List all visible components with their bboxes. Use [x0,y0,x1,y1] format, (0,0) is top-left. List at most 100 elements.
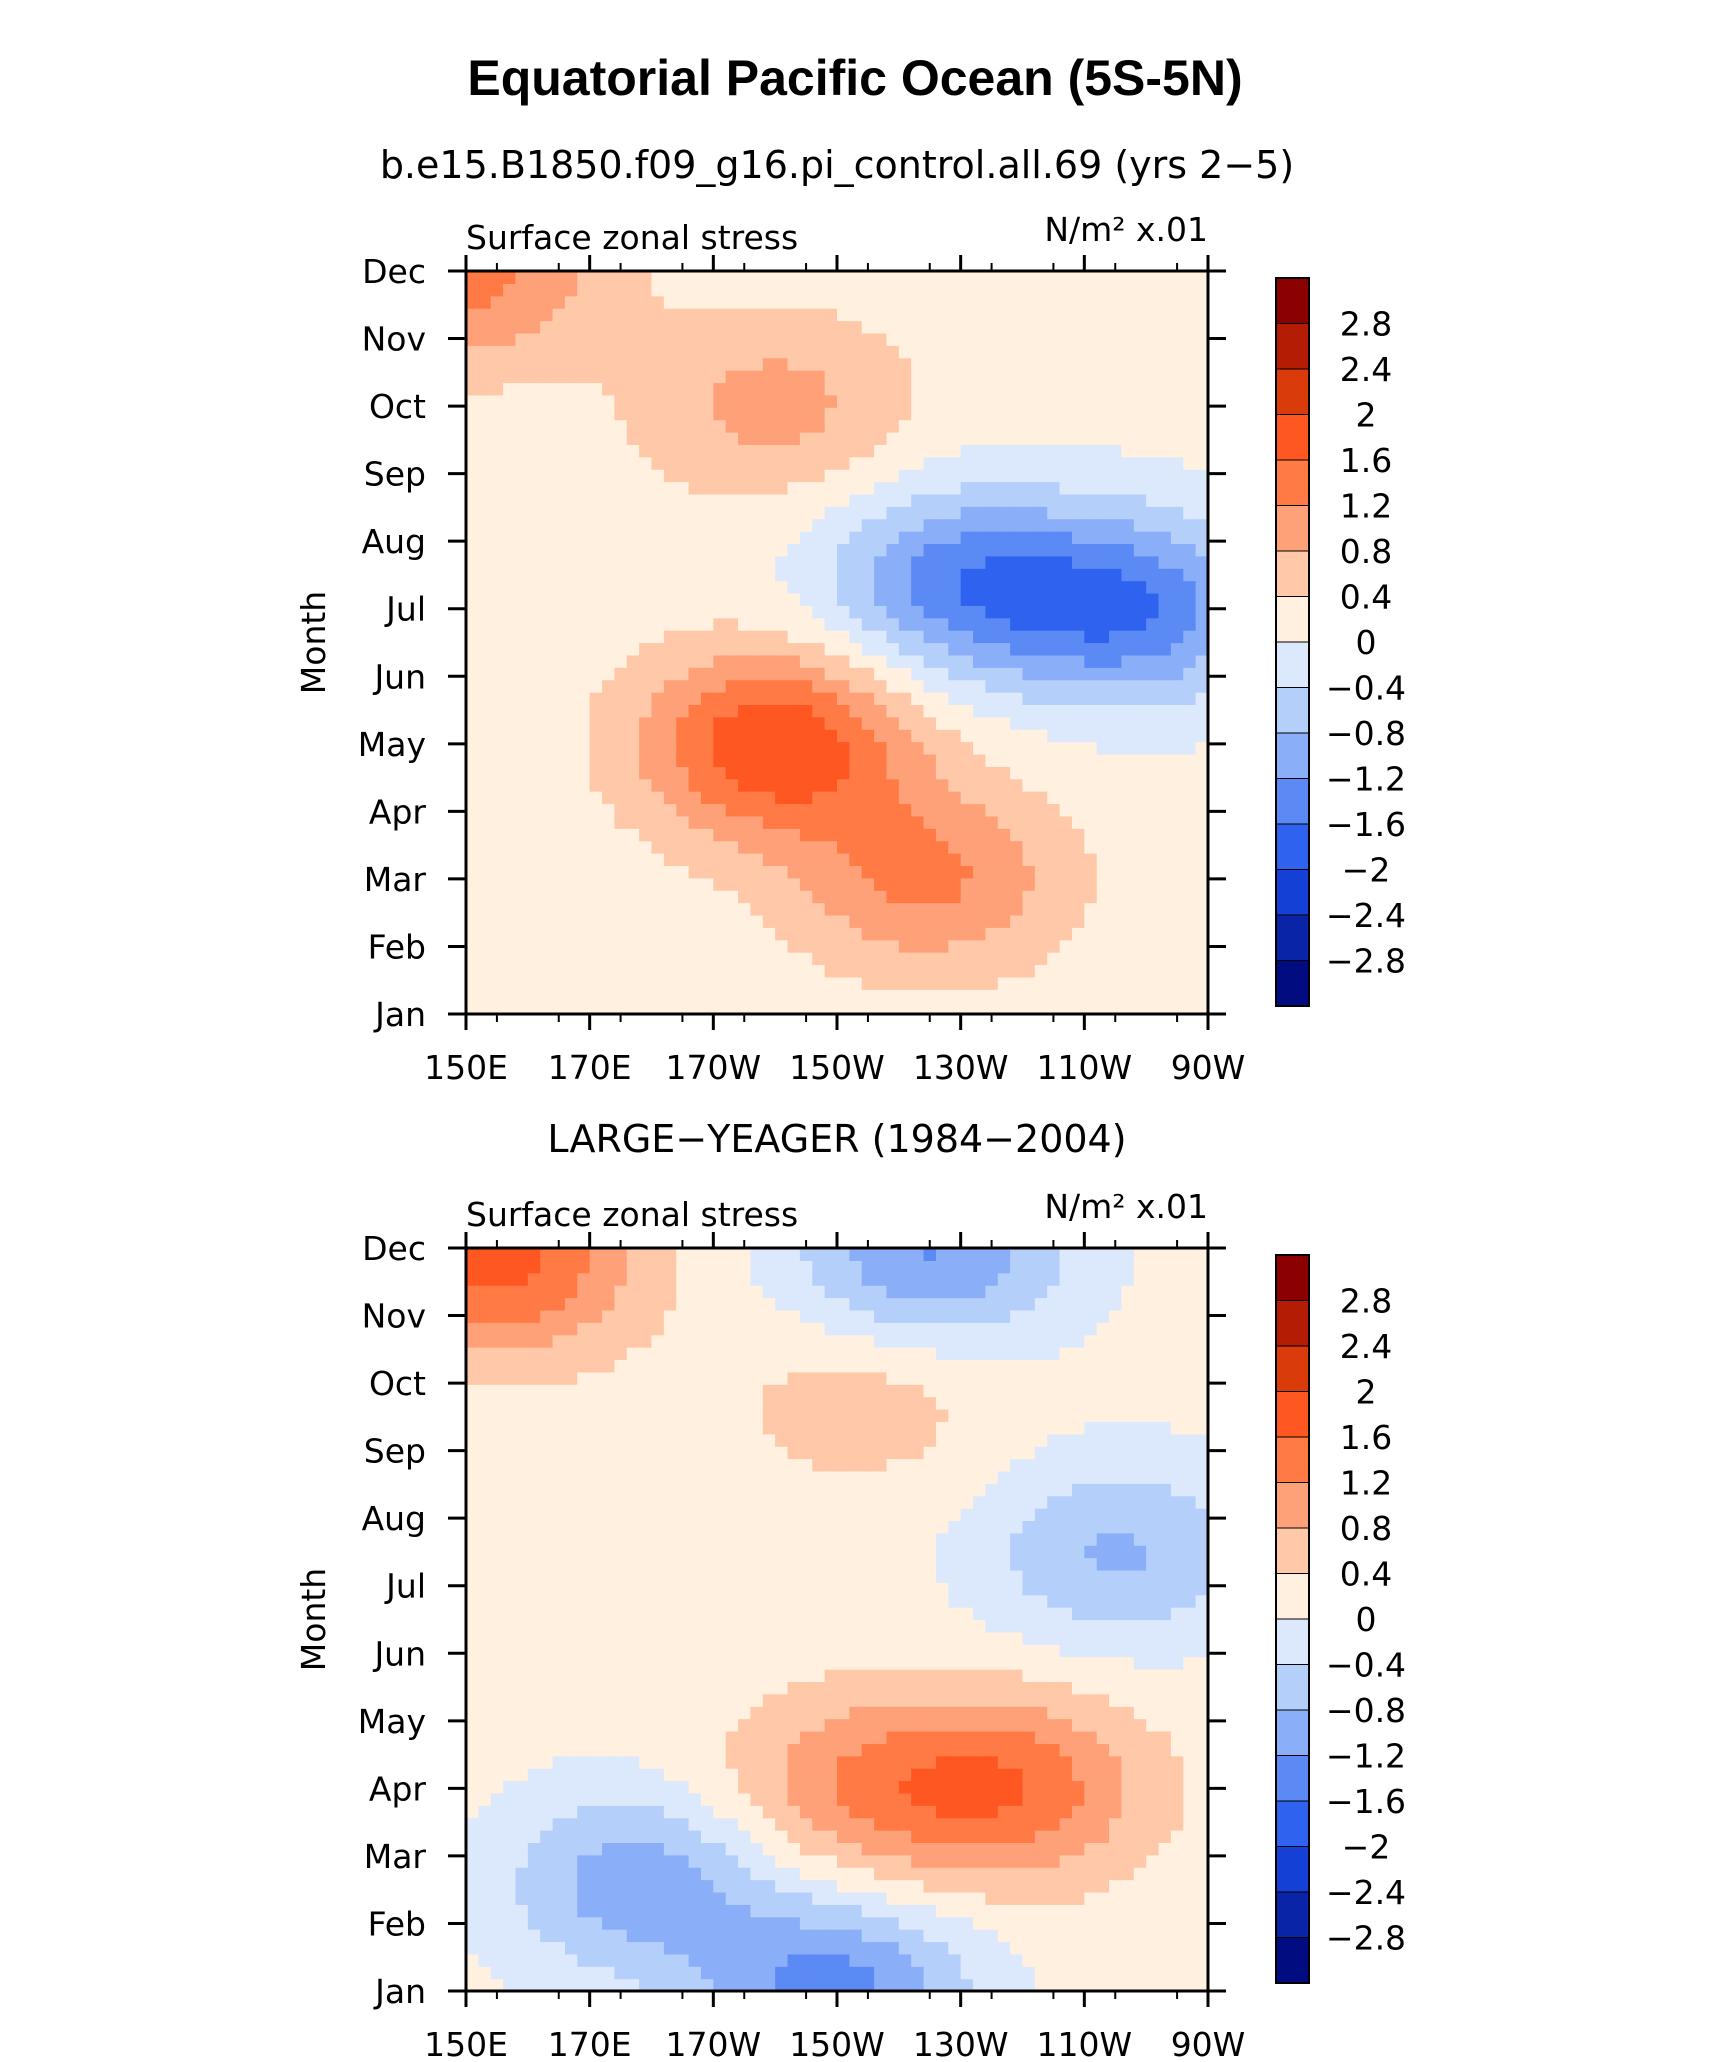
heatmap-cell [725,815,739,829]
heatmap-cell [700,1718,714,1732]
heatmap-cell [626,890,640,904]
heatmap-cell [762,493,776,507]
heatmap-cell [738,580,752,594]
heatmap-cell [1047,778,1061,792]
heatmap-cell [589,1582,603,1596]
heatmap-cell [626,1966,640,1980]
heatmap-cell [874,914,888,928]
heatmap-cell [589,543,603,557]
heatmap-cell [799,902,813,916]
heatmap-cell [1010,927,1024,941]
heatmap-cell [540,1470,554,1484]
heatmap-cell [478,791,492,805]
heatmap-cell [898,667,912,681]
heatmap-cell [478,283,492,297]
heatmap-cell [663,1371,677,1385]
heatmap-cell [466,1458,479,1472]
heatmap-cell [948,543,962,557]
heatmap-cell [824,753,838,767]
heatmap-cell [639,1347,653,1361]
heatmap-cell [626,753,640,767]
heatmap-cell [564,1347,578,1361]
heatmap-cell [540,295,554,309]
heatmap-cell [688,654,702,668]
heatmap-cell [527,1904,541,1918]
heatmap-cell [688,1842,702,1856]
heatmap-cell [602,1718,615,1732]
heatmap-cell [1170,419,1184,433]
heatmap-cell [812,357,826,371]
heatmap-cell [503,543,517,557]
heatmap-cell [1071,667,1085,681]
heatmap-cell [651,1371,665,1385]
heatmap-cell [478,989,492,1003]
heatmap-cell [527,1433,541,1447]
heatmap-cell [775,729,789,743]
heatmap-cell [997,444,1011,458]
heatmap-cell [985,332,999,346]
heatmap-cell [688,716,702,730]
heatmap-cell [787,308,801,322]
heatmap-cell [466,1285,479,1299]
heatmap-cell [973,890,986,904]
heatmap-cell [478,518,492,532]
heatmap-cell [527,1532,541,1546]
heatmap-cell [1010,716,1024,730]
heatmap-cell [626,902,640,916]
heatmap-cell [478,1594,492,1608]
heatmap-cell [1096,605,1110,619]
heatmap-cell [676,1384,690,1398]
heatmap-cell [626,1285,640,1299]
heatmap-cell [527,1347,541,1361]
heatmap-cell [874,729,888,743]
heatmap-cell [1071,419,1085,433]
heatmap-cell [973,679,986,693]
heatmap-cell [490,1272,504,1286]
heatmap-cell [589,1285,603,1299]
heatmap-cell [1084,543,1098,557]
heatmap-cell [589,431,603,445]
heatmap-cell [1121,407,1135,421]
heatmap-cell [1022,927,1036,941]
heatmap-cell [577,1384,591,1398]
heatmap-cell [490,332,504,346]
heatmap-cell [614,1916,628,1930]
heatmap-cell [490,1743,504,1757]
heatmap-cell [1183,692,1197,706]
heatmap-cell [663,679,677,693]
heatmap-cell [911,692,925,706]
heatmap-cell [503,1495,517,1509]
heatmap-cell [639,654,653,668]
heatmap-cell [1071,778,1085,792]
heatmap-cell [837,481,850,495]
heatmap-cell [602,1384,615,1398]
heatmap-cell [762,964,776,978]
heatmap-cell [639,865,653,879]
heatmap-cell [577,927,591,941]
heatmap-cell [1195,753,1209,767]
heatmap-cell [750,902,764,916]
heatmap-cell [1047,444,1061,458]
heatmap-cell [552,1631,566,1645]
heatmap-cell [812,976,826,990]
heatmap-cell [589,1631,603,1645]
heatmap-cell [985,952,999,966]
heatmap-cell [1059,654,1073,668]
heatmap-cell [688,568,702,582]
heatmap-cell [1195,729,1209,743]
heatmap-cell [1133,407,1147,421]
heatmap-cell [688,592,702,606]
heatmap-cell [676,370,690,384]
heatmap-cell [577,1371,591,1385]
heatmap-cell [589,840,603,854]
heatmap-cell [1010,506,1024,520]
heatmap-cell [490,1408,504,1422]
heatmap-cell [589,1545,603,1559]
heatmap-cell [688,1594,702,1608]
heatmap-cell [700,469,714,483]
heatmap-cell [1071,382,1085,396]
heatmap-cell [490,976,504,990]
heatmap-cell [1034,456,1048,470]
heatmap-cell [935,283,949,297]
